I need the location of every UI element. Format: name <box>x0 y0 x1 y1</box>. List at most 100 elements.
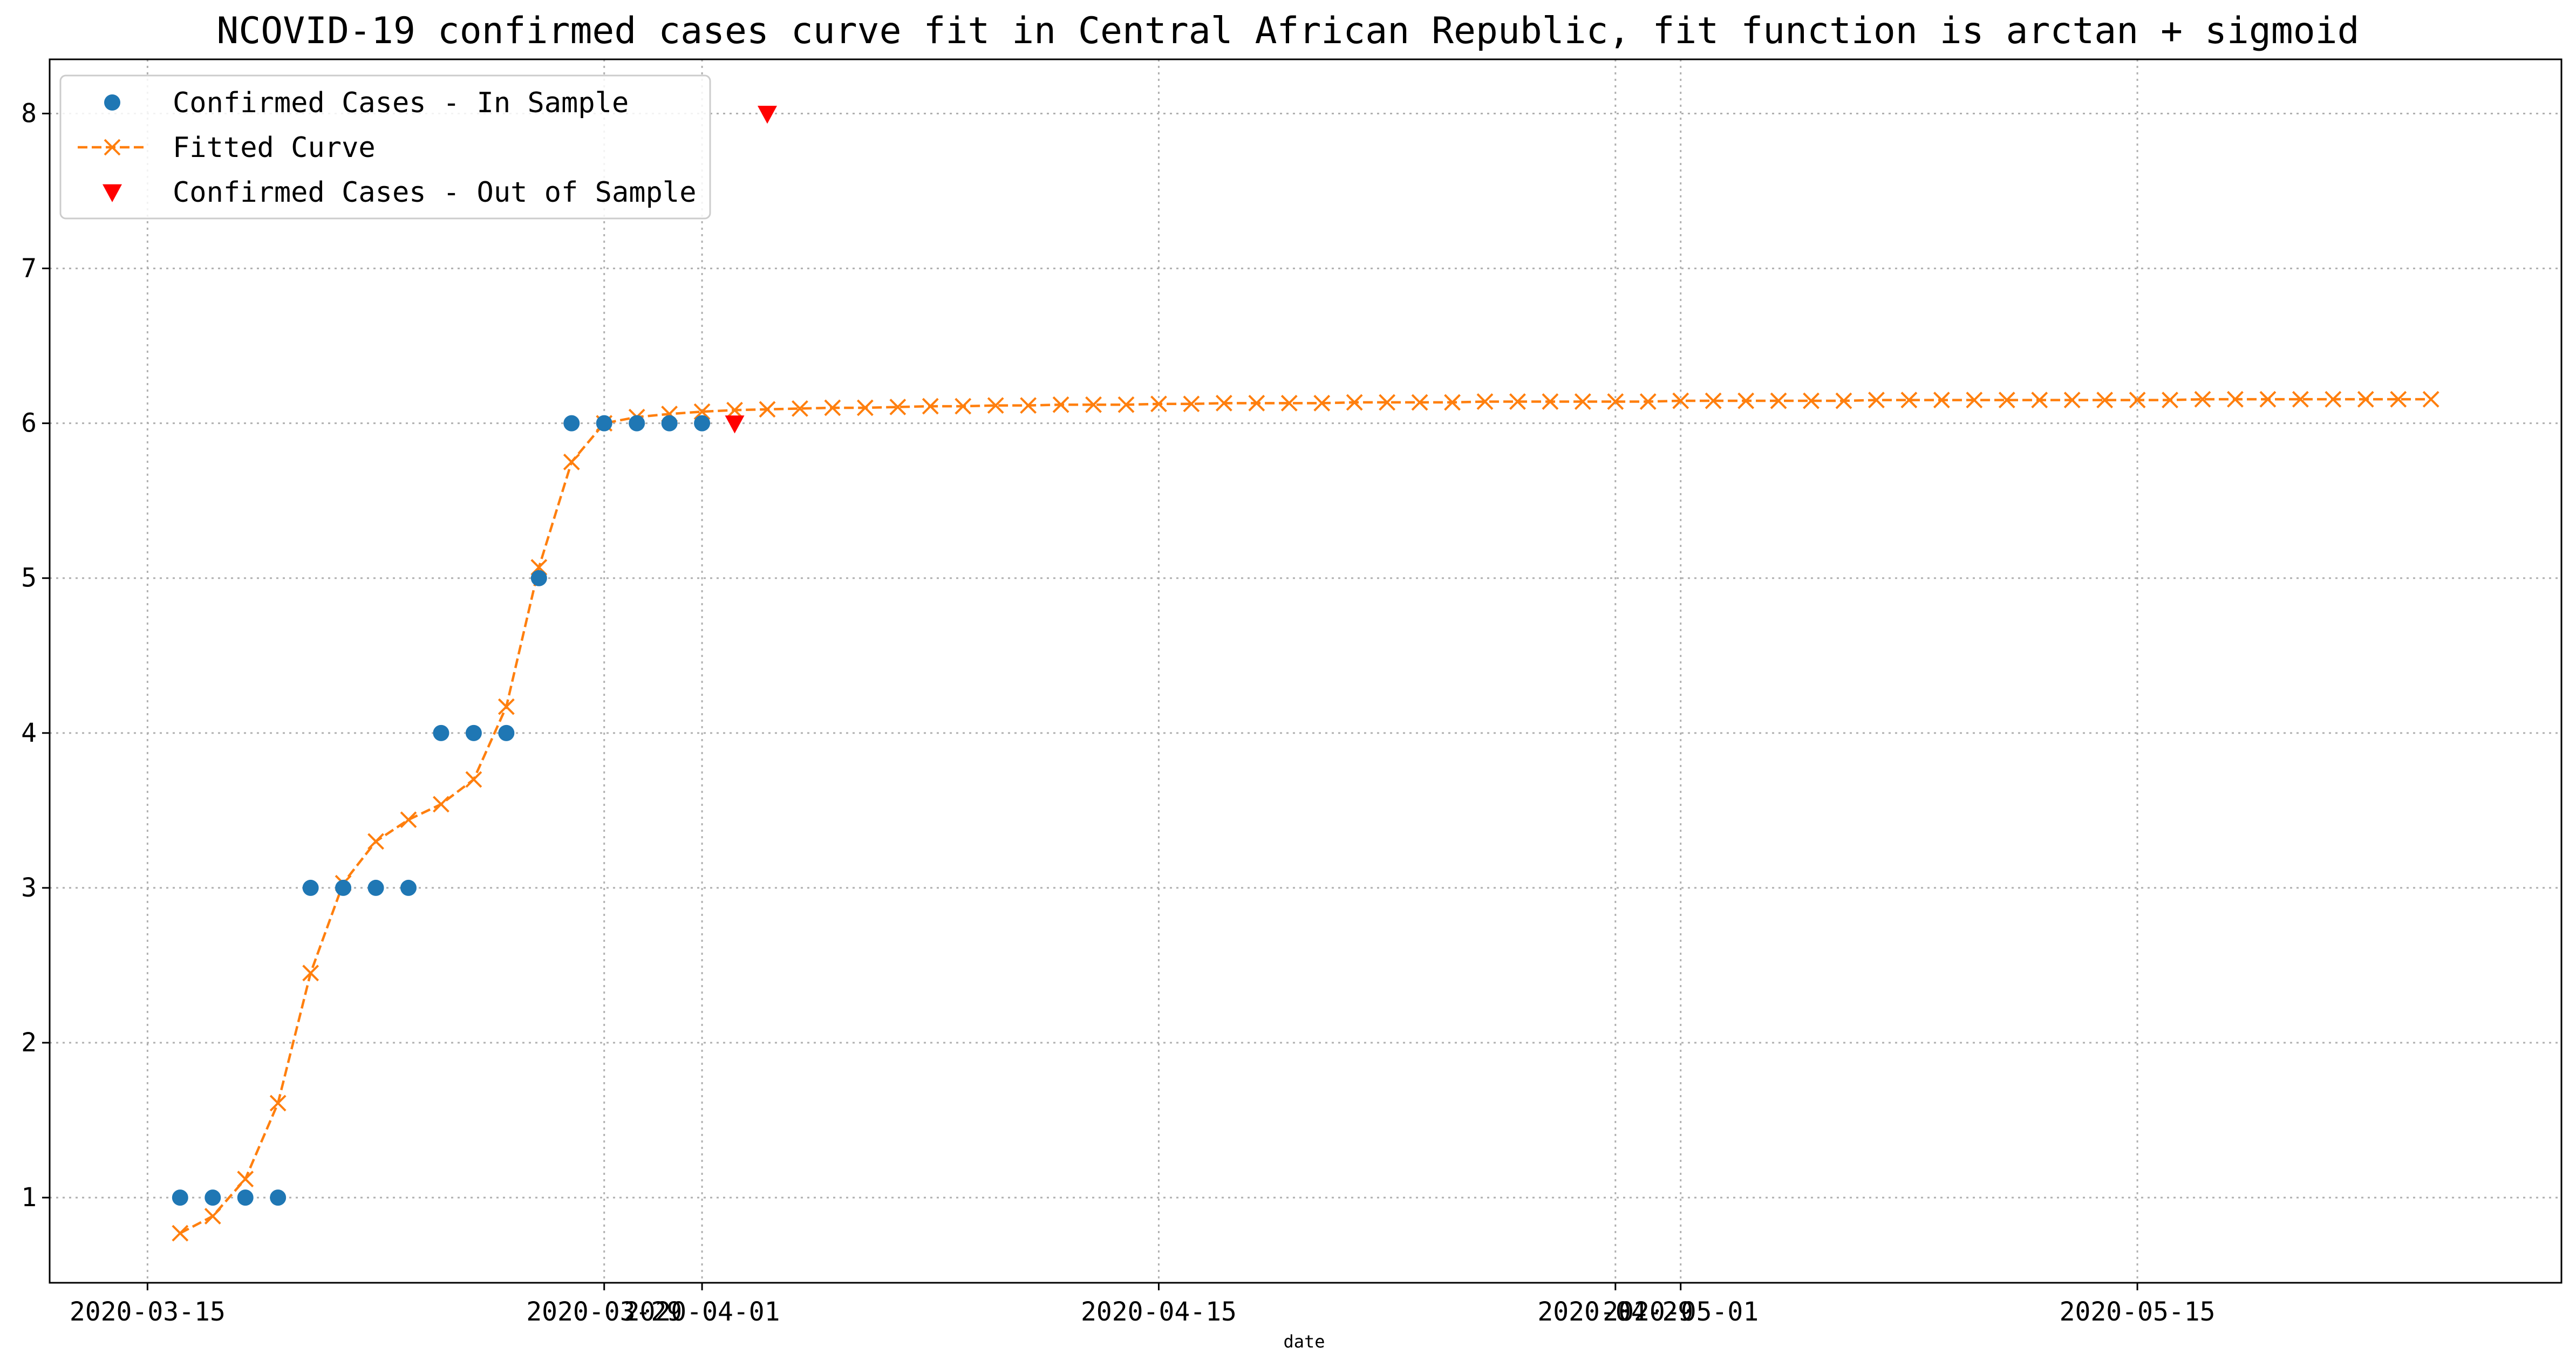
x-stroke <box>824 399 841 416</box>
x-stroke <box>726 401 743 419</box>
x-stroke <box>2031 392 2048 409</box>
fitted-curve-point <box>2194 391 2211 408</box>
legend-label: Confirmed Cases - In Sample <box>173 87 629 119</box>
series-layer <box>172 106 2439 1242</box>
x-stroke <box>856 399 874 416</box>
legend: Confirmed Cases - In Sample Fitted Curve C… <box>59 74 711 220</box>
fitted-curve-point <box>1020 397 1037 414</box>
x-stroke <box>1509 393 1526 410</box>
x-stroke <box>1835 392 1852 409</box>
x-stroke <box>2063 392 2081 409</box>
x-stroke <box>367 833 384 850</box>
x-stroke <box>2194 391 2211 408</box>
in-sample-point <box>270 1189 287 1206</box>
fitted-curve-point <box>1966 392 1983 409</box>
fitted-curve-point <box>1215 394 1232 412</box>
fitted-curve-point <box>563 454 580 470</box>
fitted-curve-point <box>1574 393 1591 410</box>
fitted-curve-point <box>1900 392 1918 409</box>
fitted-curve-point <box>2227 391 2244 408</box>
fitted-curve-point <box>2325 391 2342 408</box>
fitted-curve-point <box>1705 392 1722 409</box>
in-sample-point <box>205 1189 221 1206</box>
fitted-curve-point <box>726 401 743 419</box>
fitted-curve-point <box>2422 391 2439 408</box>
fitted-curve-point <box>2063 392 2081 409</box>
x-stroke <box>1770 392 1787 409</box>
y-tick-label: 5 <box>21 563 37 593</box>
x-stroke <box>1705 392 1722 409</box>
grid <box>50 59 2561 1283</box>
y-tick-label: 6 <box>21 408 37 439</box>
in-sample-point <box>530 570 547 586</box>
x-tick-label: 2020-04-01 <box>624 1297 780 1327</box>
legend-box <box>59 74 711 220</box>
fitted-curve-point <box>792 400 808 417</box>
y-tick-label: 3 <box>21 873 37 903</box>
fitted-curve-point <box>1803 392 1819 409</box>
legend-out-of-sample-marker <box>103 184 122 202</box>
fitted-curve-point <box>204 1208 221 1225</box>
x-stroke <box>2325 391 2342 408</box>
x-stroke <box>269 1095 287 1112</box>
in-sample-point <box>433 724 449 741</box>
x-stroke <box>172 1225 189 1242</box>
x-stroke <box>2227 391 2244 408</box>
fitted-curve-point <box>856 399 874 416</box>
x-axis-label: date <box>1283 1331 1325 1352</box>
legend-label: Fitted Curve <box>173 132 376 164</box>
x-stroke <box>2390 391 2407 408</box>
x-tick-label: 2020-04-15 <box>1081 1297 1237 1327</box>
fitted-curve-point <box>1933 392 1950 409</box>
y-tick-label: 8 <box>21 98 37 128</box>
fitted-curve-point <box>1183 395 1200 413</box>
fitted-curve-point <box>759 401 776 418</box>
in-sample-point <box>237 1189 254 1206</box>
fitted-curve-point <box>1052 396 1069 413</box>
x-stroke <box>563 454 580 470</box>
y-tick-label: 4 <box>21 718 37 748</box>
x-stroke <box>302 965 319 982</box>
x-stroke <box>2129 392 2146 409</box>
fitted-curve-point <box>1411 394 1428 411</box>
x-stroke <box>759 401 776 418</box>
fitted-curve-point <box>1737 392 1755 409</box>
fitted-curve-point <box>987 397 1004 414</box>
x-stroke <box>792 400 808 417</box>
fitted-curve-point <box>2259 391 2277 408</box>
fitted-curve-point <box>1672 392 1689 409</box>
x-stroke <box>1574 393 1591 410</box>
fitted-curve-point <box>1379 394 1396 411</box>
fitted-curve-point <box>889 399 907 415</box>
legend-label: Confirmed Cases - Out of Sample <box>173 176 697 209</box>
legend-in-sample-marker <box>104 94 120 111</box>
x-stroke <box>1215 394 1232 412</box>
fitted-curve-point <box>2292 391 2309 408</box>
fitted-curve-point <box>172 1225 189 1242</box>
fitted-curve-point <box>1998 392 2015 409</box>
plot-frame <box>49 58 2563 1284</box>
fitted-curve-point <box>465 771 482 788</box>
fitted-curve-point <box>2390 391 2407 408</box>
x-stroke <box>1966 392 1983 409</box>
fitted-curve-point <box>2162 392 2178 409</box>
x-stroke <box>433 796 449 813</box>
fitted-curve-point <box>1280 394 1298 412</box>
fitted-curve-point <box>2129 392 2146 409</box>
fitted-curve-point <box>824 399 841 416</box>
x-stroke <box>2422 391 2439 408</box>
fitted-curve-line <box>179 398 2431 1235</box>
x-stroke <box>1150 395 1167 413</box>
x-stroke <box>2357 391 2374 408</box>
fitted-curve-point <box>1476 393 1494 410</box>
in-sample-point <box>694 415 711 432</box>
fitted-curve-point <box>498 698 515 715</box>
fitted-curve-point <box>1509 393 1526 410</box>
x-stroke <box>922 398 939 415</box>
x-stroke <box>465 771 482 788</box>
x-stroke <box>1183 395 1200 413</box>
x-stroke <box>2292 391 2309 408</box>
x-tick-label: 2020-05-15 <box>2060 1297 2216 1327</box>
